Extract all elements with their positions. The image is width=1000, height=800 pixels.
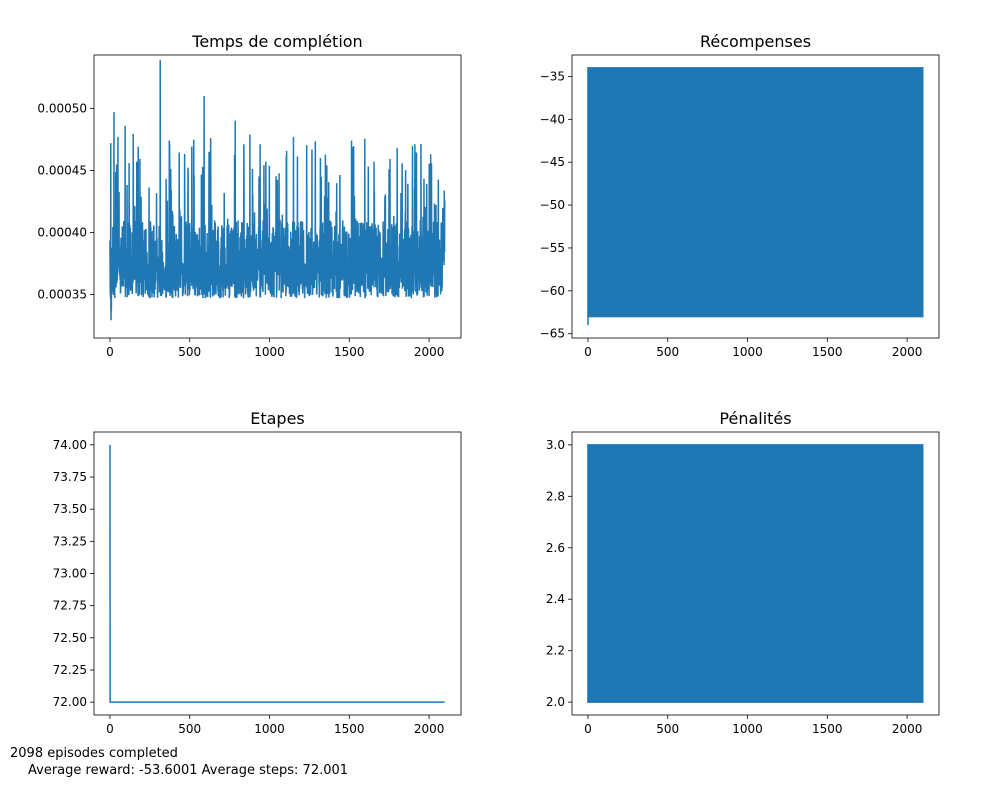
- y-tick-label: −50: [540, 198, 565, 212]
- y-tick-label: 72.00: [53, 695, 87, 709]
- y-tick-label: 3.0: [546, 438, 565, 452]
- y-tick-label: 73.50: [53, 502, 87, 516]
- x-tick-label: 1500: [334, 722, 365, 736]
- y-tick-label: 2.0: [546, 695, 565, 709]
- series-group: [109, 444, 445, 703]
- chart-title: Temps de complétion: [191, 32, 362, 51]
- chart-3: Etapes 0 500 1000 1500 2000 72.00 72.25 72.50 72.…: [53, 409, 462, 736]
- axes-frame: [571, 54, 940, 339]
- x-tick-label: 500: [656, 722, 679, 736]
- x-tick-label: 1000: [732, 345, 763, 359]
- x-tick-label: 2000: [414, 345, 445, 359]
- series-group: [587, 67, 924, 326]
- chart-4: Pénalités 0 500 1000 1500 2000 2.0 2.2 2.4 2.6 2.8…: [546, 409, 940, 736]
- x-tick-label: 500: [656, 345, 679, 359]
- y-tick-label: 0.00050: [37, 101, 87, 115]
- y-tick-label: 72.25: [53, 663, 87, 677]
- y-tick-label: 72.50: [53, 631, 87, 645]
- x-tick-label: 1000: [254, 722, 285, 736]
- chart-2: Récompenses 0 500 1000 1500 2000 −65 −60 −55 −50 −…: [540, 32, 940, 359]
- y-tick-label: 2.8: [546, 489, 565, 503]
- axes-frame: [571, 431, 940, 716]
- series-line: [109, 59, 446, 321]
- x-tick-label: 1500: [812, 345, 843, 359]
- x-tick-label: 0: [584, 345, 592, 359]
- y-tick-label: 0.00035: [37, 288, 87, 302]
- axes-frame: [93, 54, 462, 339]
- y-tick-label: 73.00: [53, 567, 87, 581]
- footer-episodes: 2098 episodes completed: [10, 746, 178, 761]
- chart-title: Etapes: [250, 409, 305, 428]
- series-line: [109, 444, 445, 703]
- y-tick-label: 2.4: [546, 592, 565, 606]
- chart-1: Temps de complétion 0 500 1000 1500 2000 0.000…: [37, 32, 462, 359]
- x-tick-label: 1500: [812, 722, 843, 736]
- y-tick-label: −45: [540, 155, 565, 169]
- x-tick-label: 0: [106, 722, 114, 736]
- y-tick-label: −55: [540, 241, 565, 255]
- series-group: [587, 444, 924, 703]
- y-tick-label: 73.75: [53, 470, 87, 484]
- y-tick-label: 74.00: [53, 438, 87, 452]
- x-tick-label: 0: [584, 722, 592, 736]
- y-tick-label: 2.2: [546, 644, 565, 658]
- y-tick-label: −60: [540, 284, 565, 298]
- series-band: [587, 67, 924, 318]
- axes-frame: [93, 431, 462, 716]
- x-tick-label: 500: [178, 345, 201, 359]
- x-tick-label: 500: [178, 722, 201, 736]
- y-tick-label: 0.00045: [37, 163, 87, 177]
- chart-title: Pénalités: [719, 409, 791, 428]
- x-tick-label: 1000: [732, 722, 763, 736]
- y-tick-label: −65: [540, 327, 565, 341]
- series-band: [587, 444, 924, 703]
- y-tick-label: 0.00040: [37, 225, 87, 239]
- x-tick-label: 2000: [414, 722, 445, 736]
- footer-averages: Average reward: -53.6001 Average steps: …: [28, 763, 349, 778]
- x-tick-label: 2000: [892, 722, 923, 736]
- chart-title: Récompenses: [700, 32, 811, 51]
- series-group: [109, 59, 446, 321]
- x-tick-label: 1000: [254, 345, 285, 359]
- y-tick-label: −40: [540, 112, 565, 126]
- y-tick-label: 2.6: [546, 541, 565, 555]
- x-tick-label: 1500: [334, 345, 365, 359]
- x-tick-label: 0: [106, 345, 114, 359]
- x-tick-label: 2000: [892, 345, 923, 359]
- y-tick-label: 72.75: [53, 599, 87, 613]
- y-tick-label: −35: [540, 69, 565, 83]
- y-tick-label: 73.25: [53, 534, 87, 548]
